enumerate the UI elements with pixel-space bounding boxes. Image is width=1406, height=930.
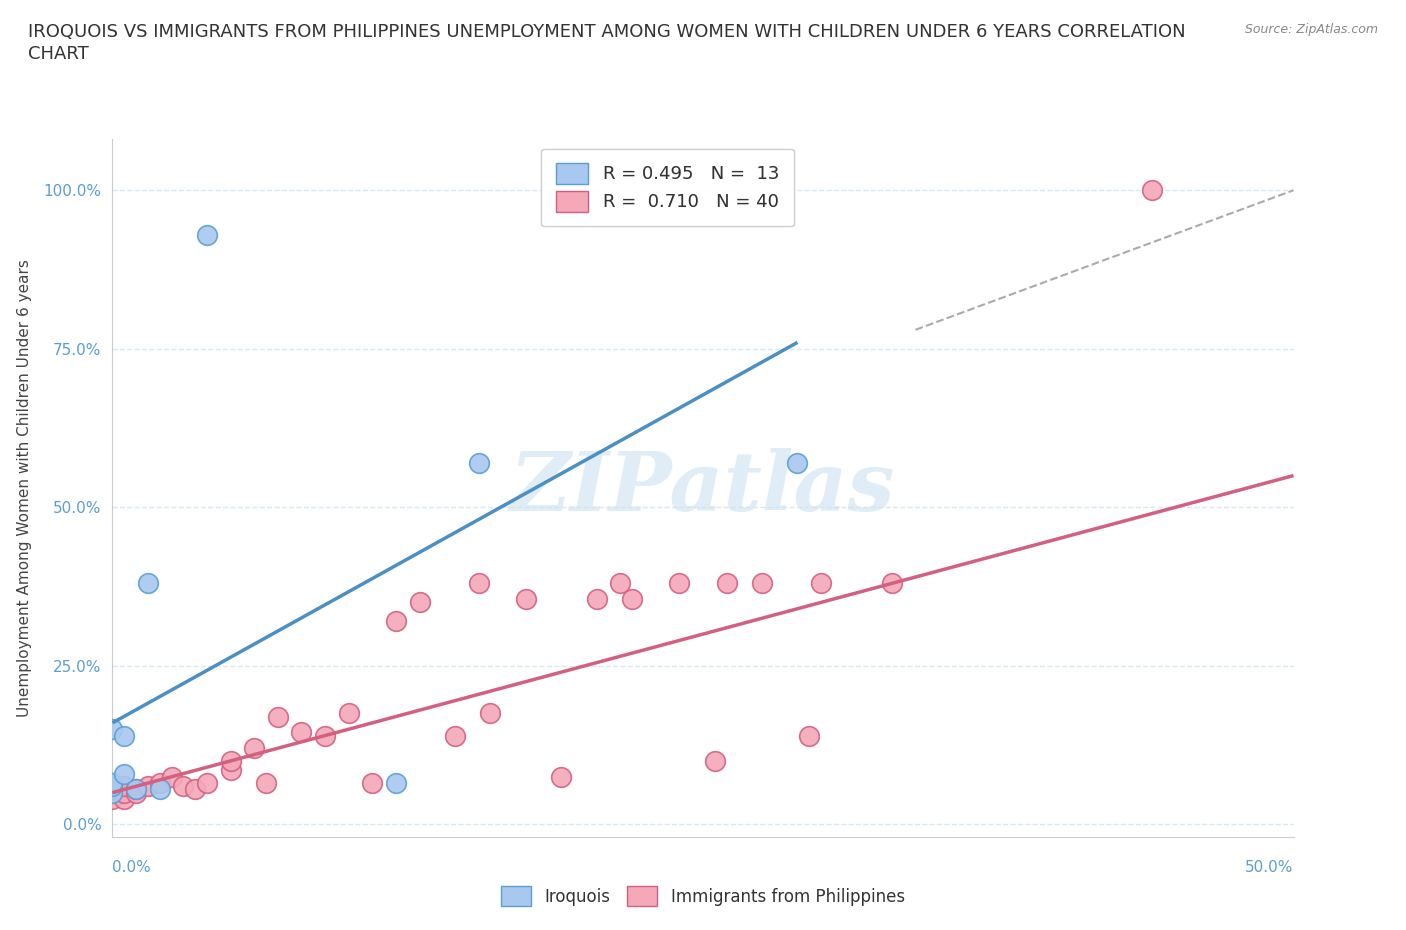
- Point: [101, 722, 124, 737]
- Point: [668, 576, 690, 591]
- Point: [112, 791, 135, 806]
- Point: [136, 576, 159, 591]
- Point: [101, 778, 124, 793]
- Point: [621, 591, 644, 606]
- Point: [136, 778, 159, 793]
- Point: [195, 227, 218, 242]
- Point: [112, 778, 135, 793]
- Y-axis label: Unemployment Among Women with Children Under 6 years: Unemployment Among Women with Children U…: [17, 259, 32, 717]
- Point: [101, 776, 124, 790]
- Legend: R = 0.495   N =  13, R =  0.710   N = 40: R = 0.495 N = 13, R = 0.710 N = 40: [541, 149, 793, 226]
- Point: [703, 753, 725, 768]
- Point: [125, 782, 148, 797]
- Point: [160, 769, 183, 784]
- Point: [101, 791, 124, 806]
- Point: [112, 728, 135, 743]
- Point: [125, 785, 148, 800]
- Text: CHART: CHART: [28, 45, 89, 62]
- Point: [149, 782, 172, 797]
- Point: [385, 776, 408, 790]
- Point: [361, 776, 384, 790]
- Point: [515, 591, 537, 606]
- Text: ZIPatlas: ZIPatlas: [510, 448, 896, 528]
- Point: [799, 728, 821, 743]
- Point: [716, 576, 738, 591]
- Point: [1140, 183, 1163, 198]
- Point: [751, 576, 773, 591]
- Legend: Iroquois, Immigrants from Philippines: Iroquois, Immigrants from Philippines: [495, 880, 911, 912]
- Point: [254, 776, 277, 790]
- Point: [267, 709, 290, 724]
- Point: [314, 728, 336, 743]
- Point: [149, 776, 172, 790]
- Point: [172, 778, 194, 793]
- Point: [880, 576, 903, 591]
- Text: 50.0%: 50.0%: [1246, 860, 1294, 875]
- Point: [112, 766, 135, 781]
- Point: [112, 785, 135, 800]
- Point: [550, 769, 572, 784]
- Point: [195, 776, 218, 790]
- Point: [219, 763, 242, 777]
- Point: [467, 576, 489, 591]
- Point: [337, 706, 360, 721]
- Point: [243, 741, 266, 756]
- Point: [219, 753, 242, 768]
- Point: [408, 595, 430, 610]
- Point: [609, 576, 631, 591]
- Point: [385, 614, 408, 629]
- Point: [444, 728, 467, 743]
- Point: [101, 785, 124, 800]
- Point: [467, 456, 489, 471]
- Point: [585, 591, 607, 606]
- Text: Source: ZipAtlas.com: Source: ZipAtlas.com: [1244, 23, 1378, 36]
- Point: [479, 706, 502, 721]
- Point: [786, 456, 808, 471]
- Point: [101, 782, 124, 797]
- Point: [125, 782, 148, 797]
- Point: [290, 725, 312, 740]
- Text: 0.0%: 0.0%: [112, 860, 152, 875]
- Point: [184, 782, 207, 797]
- Text: IROQUOIS VS IMMIGRANTS FROM PHILIPPINES UNEMPLOYMENT AMONG WOMEN WITH CHILDREN U: IROQUOIS VS IMMIGRANTS FROM PHILIPPINES …: [28, 23, 1185, 41]
- Point: [810, 576, 832, 591]
